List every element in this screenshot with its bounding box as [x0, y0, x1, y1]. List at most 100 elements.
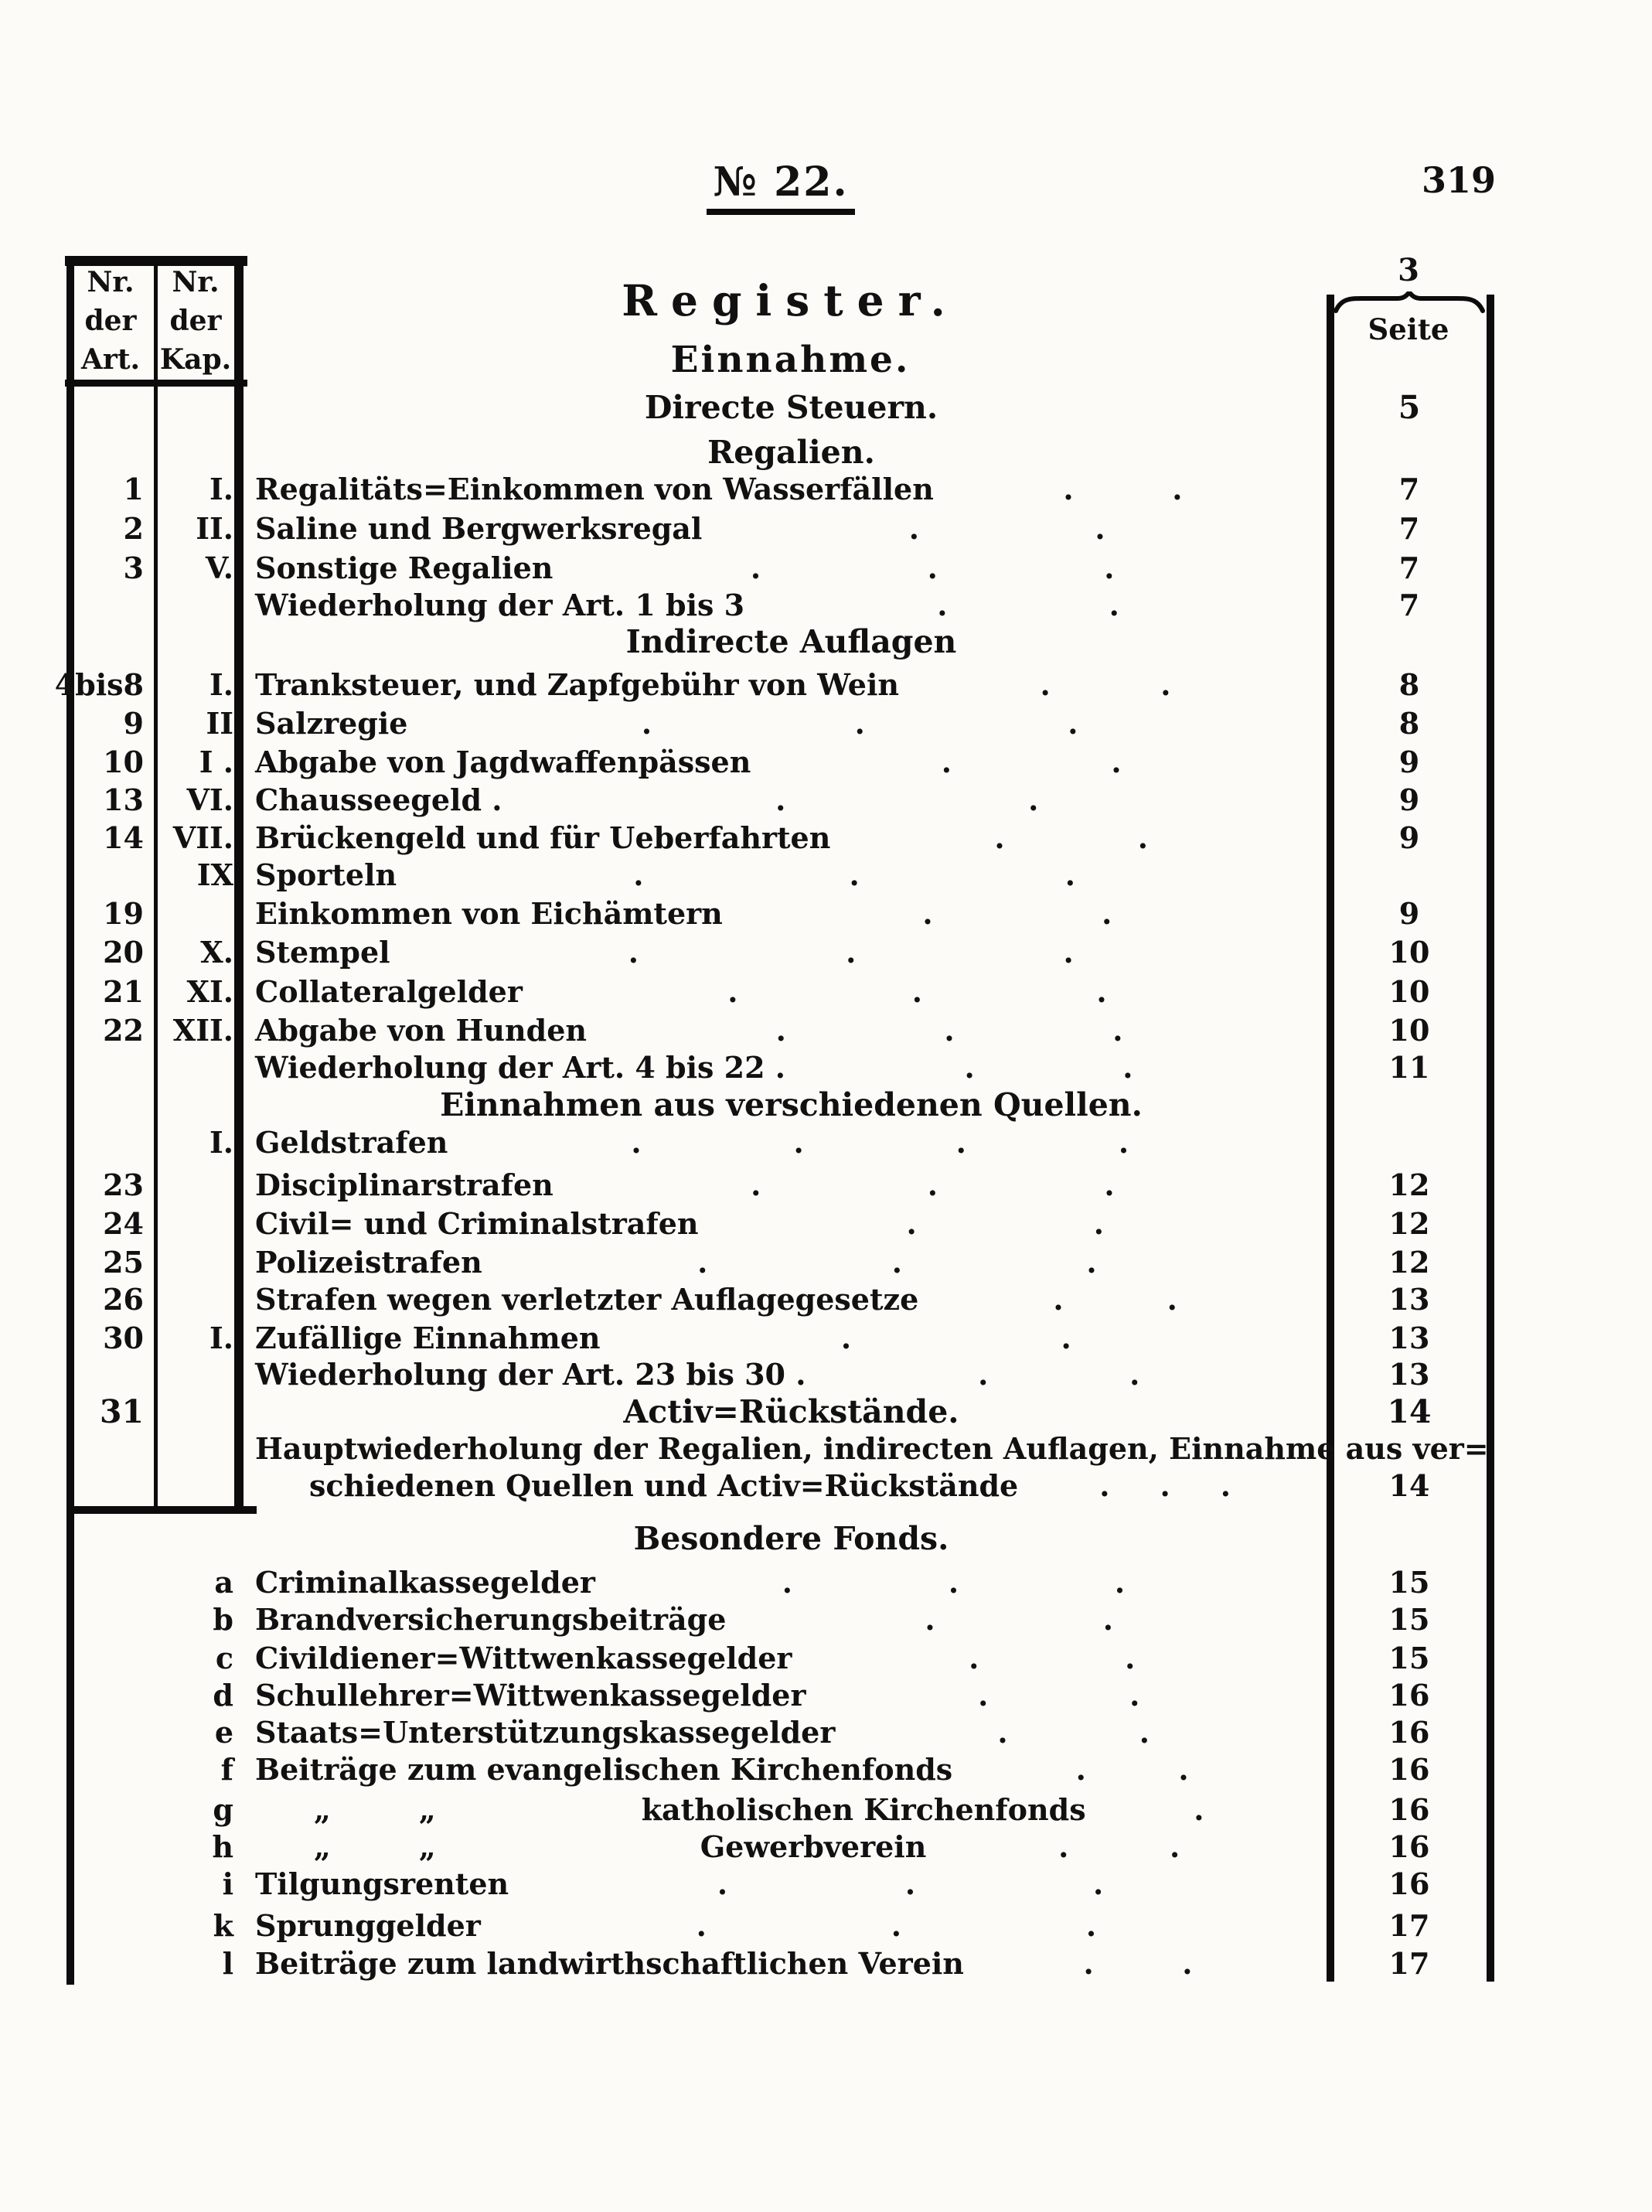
table-row: k Sprunggelder ... 17: [0, 1906, 1652, 1946]
entry-label: Disciplinarstrafen: [255, 1167, 554, 1202]
leader-dot: .: [1102, 896, 1112, 931]
table-row: a Criminalkassegelder ... 15: [0, 1563, 1652, 1603]
leader-dot: .: [1167, 1282, 1177, 1317]
row-line: Wiederholung der Art. 1 bis 3 ..: [255, 585, 1327, 625]
seite-page-number: 15: [1388, 1602, 1430, 1637]
leader-dot: .: [1129, 1678, 1140, 1713]
table-row: 26 Strafen wegen verletzter Auflagegeset…: [0, 1280, 1652, 1320]
article-number: 9: [123, 706, 144, 741]
entry-label: Directe Steuern.: [644, 389, 938, 426]
leader-dot: .: [1028, 782, 1039, 817]
seite-page-number: 10: [1388, 1013, 1430, 1048]
seite-page-number: 12: [1388, 1206, 1430, 1241]
leader-dot: .: [1129, 1357, 1140, 1392]
header-underline: [65, 380, 247, 387]
leader-dot: .: [941, 745, 952, 779]
seite-page-number: 9: [1398, 896, 1420, 931]
leader-dots: ..: [837, 1675, 1282, 1716]
leader-dots: ..: [782, 742, 1281, 782]
table-row: 13 VI. Chausseegeld . .. 9: [0, 780, 1652, 820]
seite-page-number: 9: [1398, 820, 1420, 855]
chapter-number: XII.: [172, 1013, 233, 1048]
seite-page-number: 13: [1388, 1282, 1430, 1317]
leader-dot: .: [948, 1565, 959, 1600]
leader-dot: .: [891, 1908, 901, 1943]
leader-dot: .: [997, 1715, 1008, 1750]
seite-page-number: 13: [1388, 1357, 1430, 1392]
seite-page-number: 17: [1388, 1908, 1430, 1943]
leader-dots: ...: [554, 972, 1281, 1012]
leader-dot: .: [775, 782, 786, 817]
leader-dot: .: [1086, 1245, 1097, 1280]
row-line: Einnahmen aus verschiedenen Quellen.: [255, 1085, 1327, 1125]
row-line: Wiederholung der Art. 23 bis 30 . ..: [255, 1355, 1327, 1395]
entry-label: Civildiener=Wittwenkassegelder: [255, 1641, 792, 1675]
seite-page-number: 13: [1388, 1321, 1430, 1355]
entry-label: Besondere Fonds.: [633, 1520, 949, 1557]
leader-dot: .: [927, 1167, 938, 1202]
chapter-number: g: [213, 1792, 233, 1827]
art-header-line2: der: [84, 305, 137, 337]
chapter-number: V.: [205, 550, 233, 585]
leader-dot: .: [922, 896, 933, 931]
seite-page-number: 10: [1388, 935, 1430, 970]
table-row: 10 I . Abgabe von Jagdwaffenpässen .. 9: [0, 742, 1652, 782]
leader-dot: .: [631, 1125, 642, 1160]
folio-page-number: 319: [1421, 159, 1496, 201]
seite-page-number: 16: [1388, 1866, 1430, 1901]
leader-dot: .: [1064, 857, 1075, 892]
row-line: Regalien.: [255, 432, 1327, 472]
seite-right-border: [1487, 295, 1494, 1982]
row-line: Regalitäts=Einkommen von Wasserfällen ..: [255, 469, 1327, 510]
chapter-number: b: [213, 1602, 233, 1637]
entry-label: Tranksteuer, und Zapfgebühr von Wein: [255, 667, 900, 702]
seite-page-number: 12: [1388, 1245, 1430, 1280]
leader-dots: ...: [584, 548, 1281, 588]
leader-dot: .: [1063, 472, 1074, 506]
row-line: Chausseegeld . ..: [255, 780, 1327, 820]
issue-number: № 22.: [707, 158, 855, 215]
seite-page-number: 9: [1398, 745, 1420, 779]
table-row: 2 II. Saline und Bergwerksregal .. 7: [0, 509, 1652, 549]
article-number: 21: [103, 974, 144, 1009]
row-line: Activ=Rückstände.: [255, 1392, 1327, 1432]
leader-dots: ..: [730, 1204, 1281, 1244]
leader-dot: .: [955, 1125, 966, 1160]
entry-label: Strafen wegen verletzter Auflagegesetze: [255, 1282, 919, 1317]
leader-dot: .: [1170, 1829, 1180, 1864]
entry-label: Regalitäts=Einkommen von Wasserfällen: [255, 472, 934, 506]
row-line: Brandversicherungsbeiträge ..: [255, 1600, 1327, 1640]
leader-dot: .: [1093, 1206, 1104, 1241]
row-line: Hauptwiederholung der Regalien, indirect…: [255, 1429, 1489, 1469]
chapter-number: XI.: [186, 974, 234, 1009]
entry-label: Wiederholung der Art. 4 bis 22 .: [255, 1050, 786, 1085]
entry-label: Civil= und Criminalstrafen: [255, 1206, 699, 1241]
seite-page-number: 15: [1388, 1565, 1430, 1600]
seite-page-number: 7: [1398, 550, 1420, 585]
entry-label: Stempel: [255, 935, 390, 970]
chapter-number: II: [206, 706, 233, 741]
leader-dot: .: [994, 820, 1005, 855]
leader-dots: ..: [816, 1048, 1281, 1088]
article-number: 13: [103, 782, 144, 817]
entry-label: Brückengeld und für Ueberfahrten: [255, 820, 831, 855]
chapter-number: d: [213, 1678, 233, 1713]
entry-label: Hauptwiederholung der Regalien, indirect…: [255, 1431, 1489, 1466]
table-row: Einnahmen aus verschiedenen Quellen.: [0, 1085, 1652, 1125]
row-line: Salzregie ...: [255, 704, 1327, 744]
article-number: 24: [103, 1206, 144, 1241]
table-row: 21 XI. Collateralgelder ... 10: [0, 972, 1652, 1012]
leader-dot: .: [1114, 1565, 1126, 1600]
row-line: „ „ Gewerbverein ..: [255, 1827, 1327, 1867]
seite-page-number: 11: [1388, 1050, 1430, 1085]
chapter-number: f: [220, 1752, 233, 1787]
leader-dot: .: [750, 550, 761, 585]
article-number: 23: [103, 1167, 144, 1202]
table-row: Besondere Fonds.: [0, 1518, 1652, 1559]
leader-dot: .: [793, 1125, 804, 1160]
leader-dot: .: [1085, 1908, 1097, 1943]
row-line: schiedenen Quellen und Activ=Rückstände …: [255, 1466, 1327, 1506]
row-line: Disciplinarstrafen ...: [255, 1165, 1327, 1205]
leader-dot: .: [854, 706, 865, 741]
seite-page-number: 15: [1388, 1641, 1430, 1675]
